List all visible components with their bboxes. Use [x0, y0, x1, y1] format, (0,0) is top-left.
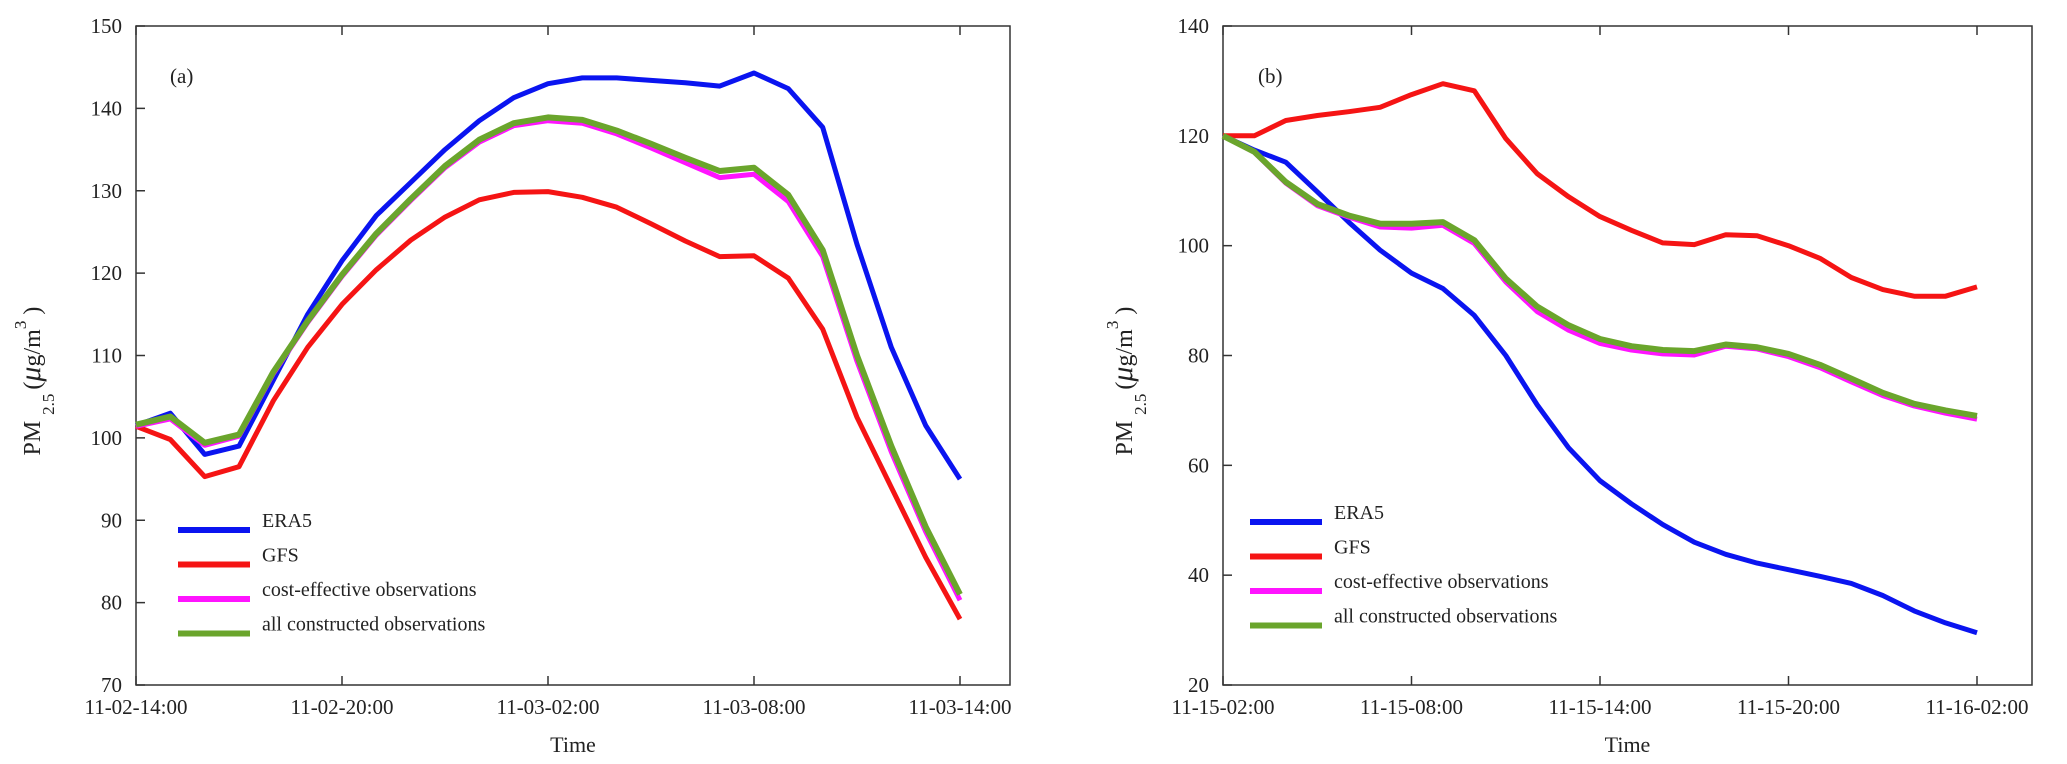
y-tick-label: 120 — [1178, 124, 1210, 148]
chart-panel-a: 70 80 90 100 110 120 130 140 150 11-02-14:00 11-02… — [11, 14, 1012, 757]
y-tick-label: 140 — [91, 96, 123, 120]
y-axis-label-unit-close: ) — [1112, 307, 1138, 315]
y-axis-label-unit-open: ( — [20, 382, 46, 390]
series-line-era5 — [1221, 133, 1978, 636]
x-tick-label: 11-03-08:00 — [702, 695, 805, 719]
y-tick-label: 60 — [1188, 453, 1209, 477]
y-tick-label: 140 — [1178, 14, 1210, 38]
x-tick-label: 11-15-02:00 — [1171, 695, 1274, 719]
x-tick-label: 11-15-14:00 — [1548, 695, 1651, 719]
legend-label: ERA5 — [262, 510, 312, 532]
y-axis-label-sup: 3 — [11, 321, 30, 330]
y-tick-label: 100 — [91, 426, 123, 450]
y-axis-label-mu: μ — [1106, 367, 1139, 383]
y-tick-label: 90 — [101, 508, 122, 532]
legend-label: ERA5 — [1334, 502, 1384, 524]
series-line-cost-effective-observations — [1221, 133, 1978, 422]
y-tick-label: 80 — [1188, 344, 1209, 368]
x-tick-label: 11-03-14:00 — [908, 695, 1011, 719]
x-tick-label: 11-15-08:00 — [1360, 695, 1463, 719]
series-line-all-constructed-observations — [135, 114, 963, 596]
y-axis-label-sub: 2.5 — [39, 394, 58, 415]
panel-label: (a) — [170, 64, 193, 88]
y-axis-label-unit: g/m — [1112, 329, 1138, 367]
panel-label: (b) — [1258, 64, 1283, 88]
x-tick-label: 11-03-02:00 — [496, 695, 599, 719]
x-tick-label: 11-02-20:00 — [290, 695, 393, 719]
series-line-all-constructed-observations — [1221, 133, 1978, 419]
y-tick-label: 100 — [1178, 234, 1210, 258]
legend: ERA5 GFS cost-effective observations all co… — [178, 510, 485, 637]
y-tick-label: 70 — [101, 673, 122, 697]
legend-label: cost-effective observations — [1334, 571, 1549, 593]
legend-label: all constructed observations — [262, 614, 485, 636]
y-axis-label-unit-close: ) — [20, 307, 46, 315]
y-axis-label-main: PM — [1112, 421, 1138, 456]
y-axis-label: PM 2.5 (μg/m3) — [1103, 307, 1150, 456]
y-axis-label-mu: μ — [14, 367, 47, 383]
y-axis-label-unit: g/m — [20, 329, 46, 367]
y-tick-label: 40 — [1188, 563, 1209, 587]
legend-label: all constructed observations — [1334, 606, 1557, 628]
legend-label: cost-effective observations — [262, 579, 477, 601]
legend-label: GFS — [1334, 537, 1371, 559]
x-tick-label: 11-15-20:00 — [1737, 695, 1840, 719]
x-axis-label: Time — [1605, 732, 1651, 757]
y-axis-label-main: PM — [20, 421, 46, 456]
y-axis-label-sup: 3 — [1103, 321, 1122, 330]
y-tick-label: 150 — [91, 14, 123, 38]
series-line-era5 — [135, 70, 963, 481]
x-tick-label: 11-16-02:00 — [1925, 695, 2028, 719]
series-line-gfs — [1223, 81, 1978, 299]
x-axis-label: Time — [550, 732, 596, 757]
y-tick-label: 20 — [1188, 673, 1209, 697]
x-tick-label: 11-02-14:00 — [84, 695, 187, 719]
y-tick-label: 120 — [91, 261, 123, 285]
y-tick-label: 130 — [91, 179, 123, 203]
chart-panel-b: 20 40 60 80 100 120 140 11-15-02:00 11-15-08:00 1… — [1103, 14, 2033, 757]
y-axis-label-sub: 2.5 — [1131, 394, 1150, 415]
legend-label: GFS — [262, 545, 299, 567]
y-axis-label: PM 2.5 (μg/m3) — [11, 307, 58, 456]
y-tick-label: 110 — [91, 344, 122, 368]
y-tick-label: 80 — [101, 591, 122, 615]
series-line-gfs — [135, 189, 963, 621]
legend: ERA5 GFS cost-effective observations all co… — [1250, 502, 1557, 629]
y-axis-label-unit-open: ( — [1112, 382, 1138, 390]
